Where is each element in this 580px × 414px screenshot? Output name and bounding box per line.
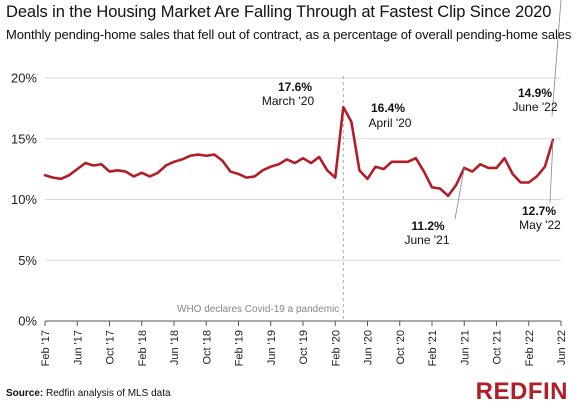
chart-subtitle: Monthly pending-home sales that fell out… (6, 27, 572, 42)
x-tick-label: Oct '20 (395, 330, 407, 365)
x-tick-label: Jun '20 (363, 330, 375, 365)
annotation-value: 11.2% (411, 219, 445, 233)
chart-title: Deals in the Housing Market Are Falling … (6, 3, 552, 21)
x-tick-label: Jun '22 (556, 330, 568, 365)
x-tick-label: Oct '18 (201, 330, 213, 365)
x-tick-label: Feb '20 (330, 330, 342, 366)
x-tick-label: Jun '17 (72, 330, 84, 365)
y-tick-label: 0% (18, 314, 37, 329)
x-tick-label: Jun '19 (266, 330, 278, 365)
source-label: Source: (6, 388, 44, 399)
annotation-label: April '20 (369, 116, 412, 130)
x-tick-label: Feb '19 (234, 330, 246, 366)
x-tick-label: Feb '21 (427, 330, 439, 366)
x-tick-label: Feb '22 (524, 330, 536, 366)
redfin-logo: REDFIN (475, 378, 568, 405)
annotation-value: 12.7% (522, 204, 556, 218)
annotation-label: June '22 (513, 100, 558, 114)
x-tick-label: Jun '18 (169, 330, 181, 365)
annotation-label: May '22 (519, 218, 561, 232)
x-tick-label: Oct '17 (105, 330, 117, 365)
annotation-leader (454, 167, 465, 220)
annotation-value: 17.6% (278, 80, 312, 94)
source-note: Source: Redfin analysis of MLS data (6, 388, 171, 399)
x-tick-label: Oct '19 (298, 330, 310, 365)
y-tick-label: 5% (18, 253, 37, 268)
annotation-label: June '21 (405, 233, 450, 247)
y-tick-label: 10% (11, 192, 37, 207)
series-line (43, 105, 555, 198)
x-tick-label: Feb '18 (137, 330, 149, 366)
x-tick-label: Oct '21 (492, 330, 504, 365)
annotation-label: March '20 (262, 94, 315, 108)
x-tick-label: Jun '21 (459, 330, 471, 365)
y-tick-label: 15% (11, 131, 37, 146)
source-text: Redfin analysis of MLS data (46, 388, 171, 399)
annotation-leader (549, 139, 554, 204)
x-tick-label: Feb '17 (40, 330, 52, 366)
annotation-value: 14.9% (518, 86, 552, 100)
reference-label: WHO declares Covid-19 a pandemic (177, 304, 339, 315)
annotation-value: 16.4% (371, 101, 405, 115)
y-tick-label: 20% (11, 71, 37, 86)
annotation-leader (551, 0, 562, 117)
